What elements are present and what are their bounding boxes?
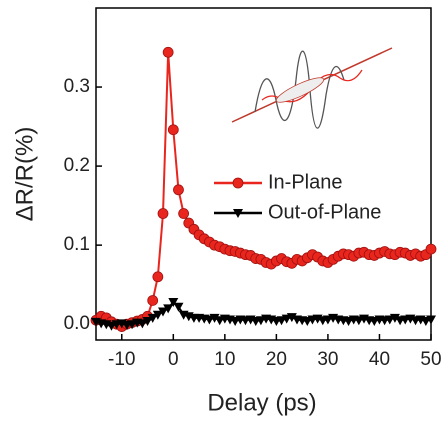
legend-marker	[233, 209, 243, 218]
plot-frame	[95, 7, 432, 341]
data-point	[173, 184, 184, 196]
data-point	[158, 307, 168, 317]
data-point	[147, 313, 158, 323]
data-point	[163, 304, 174, 314]
legend-marker	[232, 177, 244, 189]
legend-label: Out-of-Plane	[268, 201, 381, 223]
y-tick-label: 0.2	[64, 155, 90, 176]
y-tick-label: 0.0	[64, 313, 90, 334]
data-point	[137, 319, 148, 329]
data-point	[426, 315, 436, 325]
x-tick-label: 50	[420, 349, 441, 370]
data-point	[173, 302, 184, 312]
data-point	[168, 298, 179, 308]
data-point	[209, 313, 220, 323]
y-tick-label: 0.1	[64, 234, 90, 255]
data-point	[142, 317, 153, 327]
data-point	[152, 271, 164, 283]
x-tick-label: 30	[317, 349, 338, 370]
data-point	[162, 46, 174, 58]
data-point	[389, 313, 400, 323]
legend-label: In-Plane	[268, 171, 343, 193]
data-point	[157, 208, 169, 219]
data-point	[425, 243, 437, 255]
data-point	[152, 310, 163, 320]
x-axis-title: Delay (ps)	[207, 389, 316, 416]
data-point	[167, 124, 179, 136]
x-tick-label: 40	[369, 349, 390, 370]
y-axis-title: ΔR/R(%)	[11, 127, 38, 222]
y-tick-label: 0.3	[64, 76, 90, 97]
data-point	[147, 295, 159, 306]
data-point	[286, 313, 297, 323]
x-tick-label: 0	[168, 349, 179, 370]
inset-illustration	[231, 47, 393, 129]
x-tick-label: 10	[214, 349, 235, 370]
series-line	[95, 52, 432, 328]
data-point	[178, 208, 190, 219]
x-tick-label: 20	[266, 349, 287, 370]
x-tick-label: -10	[108, 349, 135, 370]
